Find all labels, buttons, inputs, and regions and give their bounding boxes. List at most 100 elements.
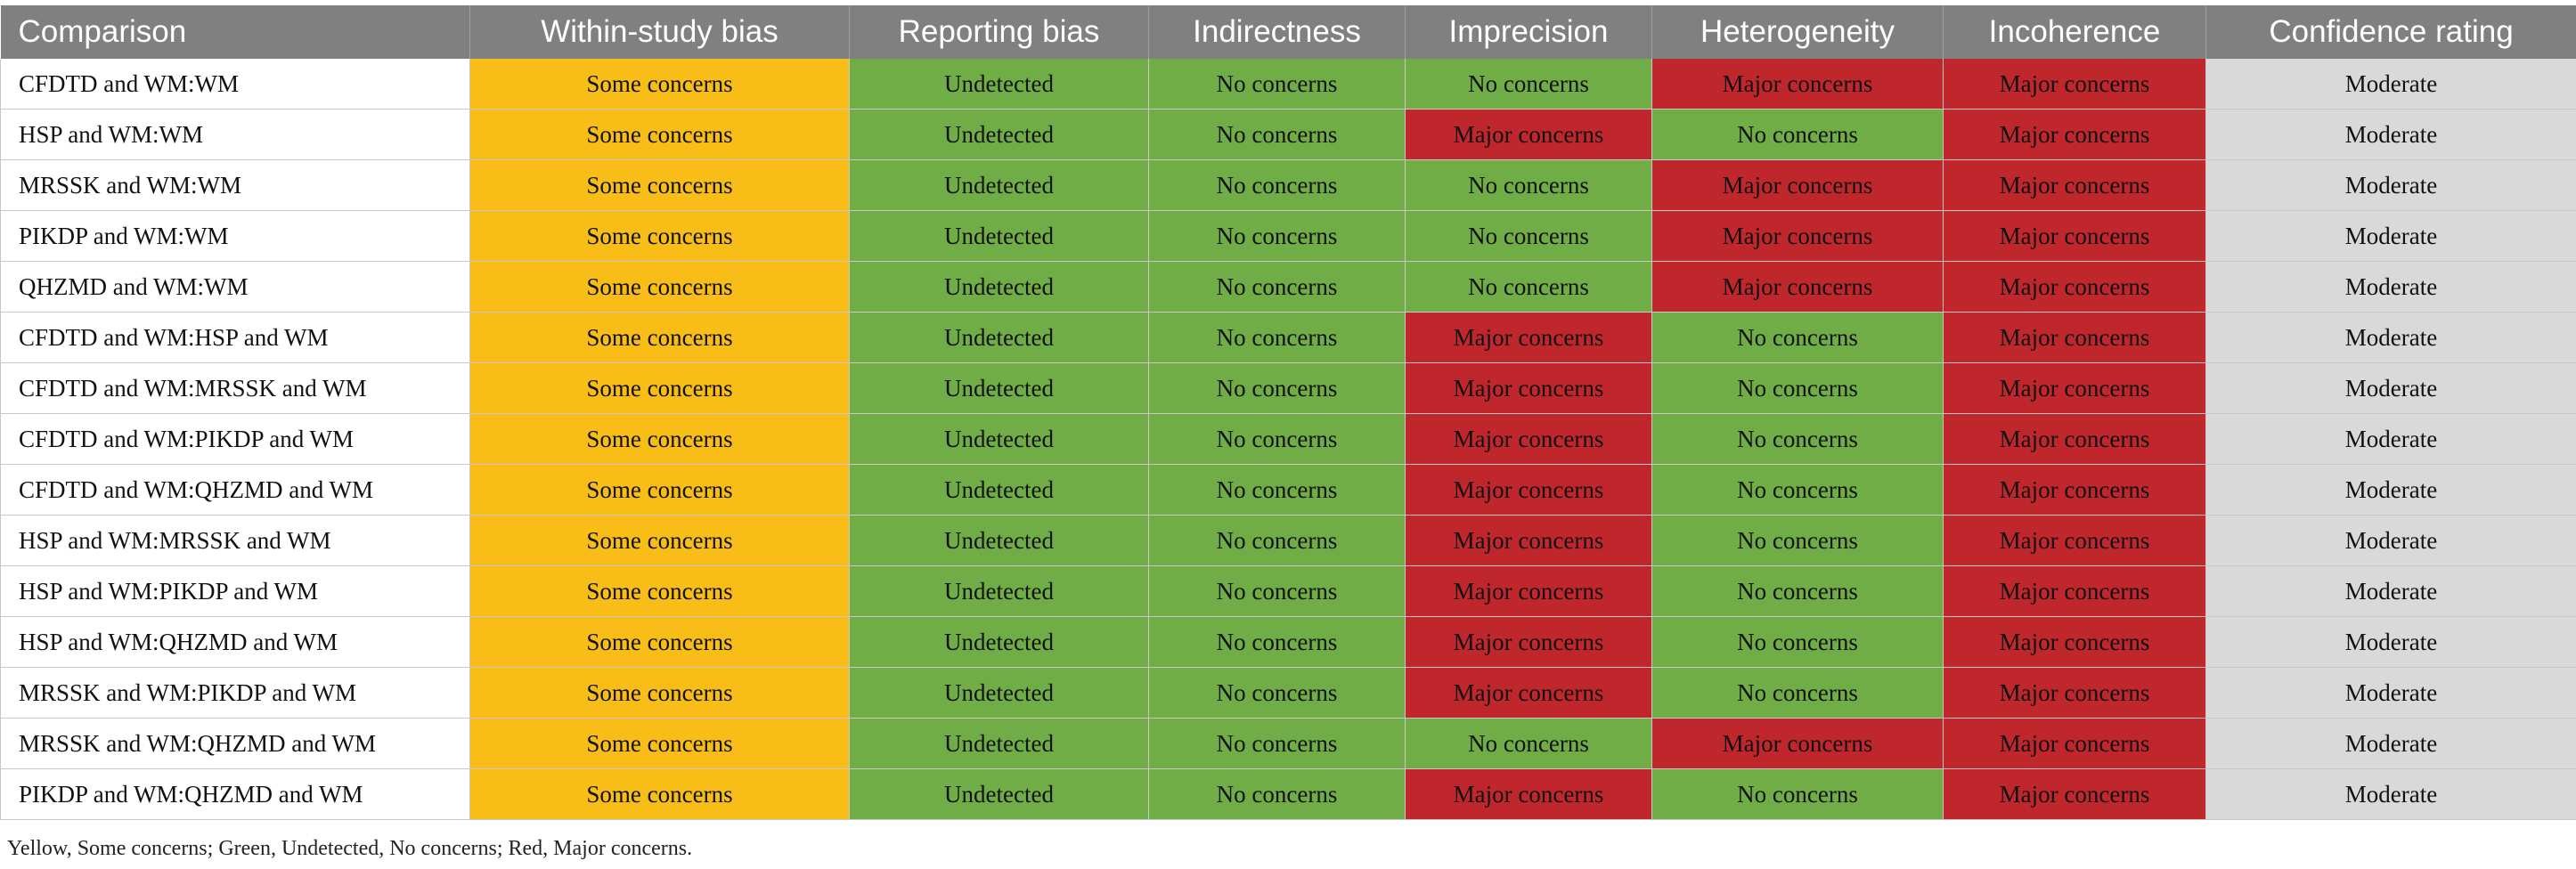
imprecision-cell: Major concerns xyxy=(1405,515,1652,566)
incoherence-cell: Major concerns xyxy=(1943,312,2206,363)
table-row: PIKDP and WM:WM Some concerns Undetected No… xyxy=(0,210,2576,262)
confidence-rating-cell: Moderate xyxy=(2205,616,2576,668)
indirectness-cell: No concerns xyxy=(1148,718,1406,769)
within-study-bias-cell: Some concerns xyxy=(469,718,850,769)
confidence-rating-cell: Moderate xyxy=(2205,515,2576,566)
confidence-rating-cell: Moderate xyxy=(2205,718,2576,769)
incoherence-cell: Major concerns xyxy=(1943,718,2206,769)
within-study-bias-cell: Some concerns xyxy=(469,312,850,363)
heterogeneity-cell: No concerns xyxy=(1651,667,1944,719)
heterogeneity-cell: No concerns xyxy=(1651,413,1944,465)
within-study-bias-cell: Some concerns xyxy=(469,413,850,465)
column-header-heterogeneity: Heterogeneity xyxy=(1651,5,1944,59)
reporting-bias-cell: Undetected xyxy=(849,768,1149,820)
heterogeneity-cell: Major concerns xyxy=(1651,261,1944,313)
confidence-rating-cell: Moderate xyxy=(2205,159,2576,211)
table-body: CFDTD and WM:WM Some concerns Undetected No… xyxy=(0,59,2576,820)
incoherence-cell: Major concerns xyxy=(1943,109,2206,160)
incoherence-cell: Major concerns xyxy=(1943,413,2206,465)
heterogeneity-cell: Major concerns xyxy=(1651,159,1944,211)
imprecision-cell: Major concerns xyxy=(1405,565,1652,617)
indirectness-cell: No concerns xyxy=(1148,261,1406,313)
table-row: HSP and WM:MRSSK and WM Some concerns Unde… xyxy=(0,515,2576,566)
incoherence-cell: Major concerns xyxy=(1943,210,2206,262)
incoherence-cell: Major concerns xyxy=(1943,616,2206,668)
column-header-indirectness: Indirectness xyxy=(1148,5,1406,59)
indirectness-cell: No concerns xyxy=(1148,616,1406,668)
comparison-cell: MRSSK and WM:PIKDP and WM xyxy=(0,667,470,719)
indirectness-cell: No concerns xyxy=(1148,667,1406,719)
comparison-cell: CFDTD and WM:PIKDP and WM xyxy=(0,413,470,465)
confidence-rating-cell: Moderate xyxy=(2205,768,2576,820)
within-study-bias-cell: Some concerns xyxy=(469,515,850,566)
imprecision-cell: No concerns xyxy=(1405,59,1652,110)
confidence-rating-cell: Moderate xyxy=(2205,59,2576,110)
column-header-incoherence: Incoherence xyxy=(1943,5,2206,59)
within-study-bias-cell: Some concerns xyxy=(469,362,850,414)
imprecision-cell: Major concerns xyxy=(1405,109,1652,160)
reporting-bias-cell: Undetected xyxy=(849,413,1149,465)
incoherence-cell: Major concerns xyxy=(1943,565,2206,617)
indirectness-cell: No concerns xyxy=(1148,413,1406,465)
comparison-cell: HSP and WM:QHZMD and WM xyxy=(0,616,470,668)
imprecision-cell: Major concerns xyxy=(1405,768,1652,820)
within-study-bias-cell: Some concerns xyxy=(469,261,850,313)
heterogeneity-cell: Major concerns xyxy=(1651,210,1944,262)
indirectness-cell: No concerns xyxy=(1148,159,1406,211)
column-header-confidence-rating: Confidence rating xyxy=(2205,5,2576,59)
within-study-bias-cell: Some concerns xyxy=(469,109,850,160)
comparison-cell: CFDTD and WM:HSP and WM xyxy=(0,312,470,363)
table-row: MRSSK and WM:PIKDP and WM Some concerns Un… xyxy=(0,667,2576,719)
within-study-bias-cell: Some concerns xyxy=(469,565,850,617)
heterogeneity-cell: No concerns xyxy=(1651,312,1944,363)
incoherence-cell: Major concerns xyxy=(1943,159,2206,211)
column-header-within-study-bias: Within-study bias xyxy=(469,5,850,59)
header-row: Comparison Within-study bias Reporting b… xyxy=(0,5,2576,59)
incoherence-cell: Major concerns xyxy=(1943,362,2206,414)
confidence-rating-cell: Moderate xyxy=(2205,413,2576,465)
imprecision-cell: No concerns xyxy=(1405,261,1652,313)
table-row: CFDTD and WM:MRSSK and WM Some concerns Un… xyxy=(0,362,2576,414)
imprecision-cell: Major concerns xyxy=(1405,464,1652,516)
indirectness-cell: No concerns xyxy=(1148,768,1406,820)
reporting-bias-cell: Undetected xyxy=(849,210,1149,262)
heterogeneity-cell: No concerns xyxy=(1651,362,1944,414)
imprecision-cell: Major concerns xyxy=(1405,667,1652,719)
indirectness-cell: No concerns xyxy=(1148,210,1406,262)
comparison-cell: CFDTD and WM:WM xyxy=(0,59,470,110)
table-row: CFDTD and WM:HSP and WM Some concerns Unde… xyxy=(0,312,2576,363)
reporting-bias-cell: Undetected xyxy=(849,362,1149,414)
heterogeneity-cell: No concerns xyxy=(1651,616,1944,668)
imprecision-cell: Major concerns xyxy=(1405,362,1652,414)
column-header-comparison: Comparison xyxy=(0,5,470,59)
imprecision-cell: No concerns xyxy=(1405,210,1652,262)
indirectness-cell: No concerns xyxy=(1148,464,1406,516)
incoherence-cell: Major concerns xyxy=(1943,515,2206,566)
table-footnote: Yellow, Some concerns; Green, Undetected… xyxy=(7,837,693,860)
table-row: HSP and WM:QHZMD and WM Some concerns Unde… xyxy=(0,616,2576,668)
within-study-bias-cell: Some concerns xyxy=(469,59,850,110)
table-row: QHZMD and WM:WM Some concerns Undetected No… xyxy=(0,261,2576,313)
indirectness-cell: No concerns xyxy=(1148,59,1406,110)
table-row: CFDTD and WM:WM Some concerns Undetected No… xyxy=(0,59,2576,110)
reporting-bias-cell: Undetected xyxy=(849,109,1149,160)
heterogeneity-cell: No concerns xyxy=(1651,565,1944,617)
table-row: CFDTD and WM:PIKDP and WM Some concerns Un… xyxy=(0,413,2576,465)
comparison-cell: PIKDP and WM:QHZMD and WM xyxy=(0,768,470,820)
reporting-bias-cell: Undetected xyxy=(849,261,1149,313)
reporting-bias-cell: Undetected xyxy=(849,59,1149,110)
column-header-imprecision: Imprecision xyxy=(1405,5,1652,59)
imprecision-cell: No concerns xyxy=(1405,159,1652,211)
confidence-rating-cell: Moderate xyxy=(2205,667,2576,719)
confidence-rating-cell: Moderate xyxy=(2205,109,2576,160)
within-study-bias-cell: Some concerns xyxy=(469,667,850,719)
reporting-bias-cell: Undetected xyxy=(849,312,1149,363)
within-study-bias-cell: Some concerns xyxy=(469,464,850,516)
imprecision-cell: No concerns xyxy=(1405,718,1652,769)
heterogeneity-cell: No concerns xyxy=(1651,515,1944,566)
indirectness-cell: No concerns xyxy=(1148,565,1406,617)
within-study-bias-cell: Some concerns xyxy=(469,159,850,211)
confidence-table: Comparison Within-study bias Reporting b… xyxy=(0,5,2576,820)
comparison-cell: PIKDP and WM:WM xyxy=(0,210,470,262)
reporting-bias-cell: Undetected xyxy=(849,667,1149,719)
